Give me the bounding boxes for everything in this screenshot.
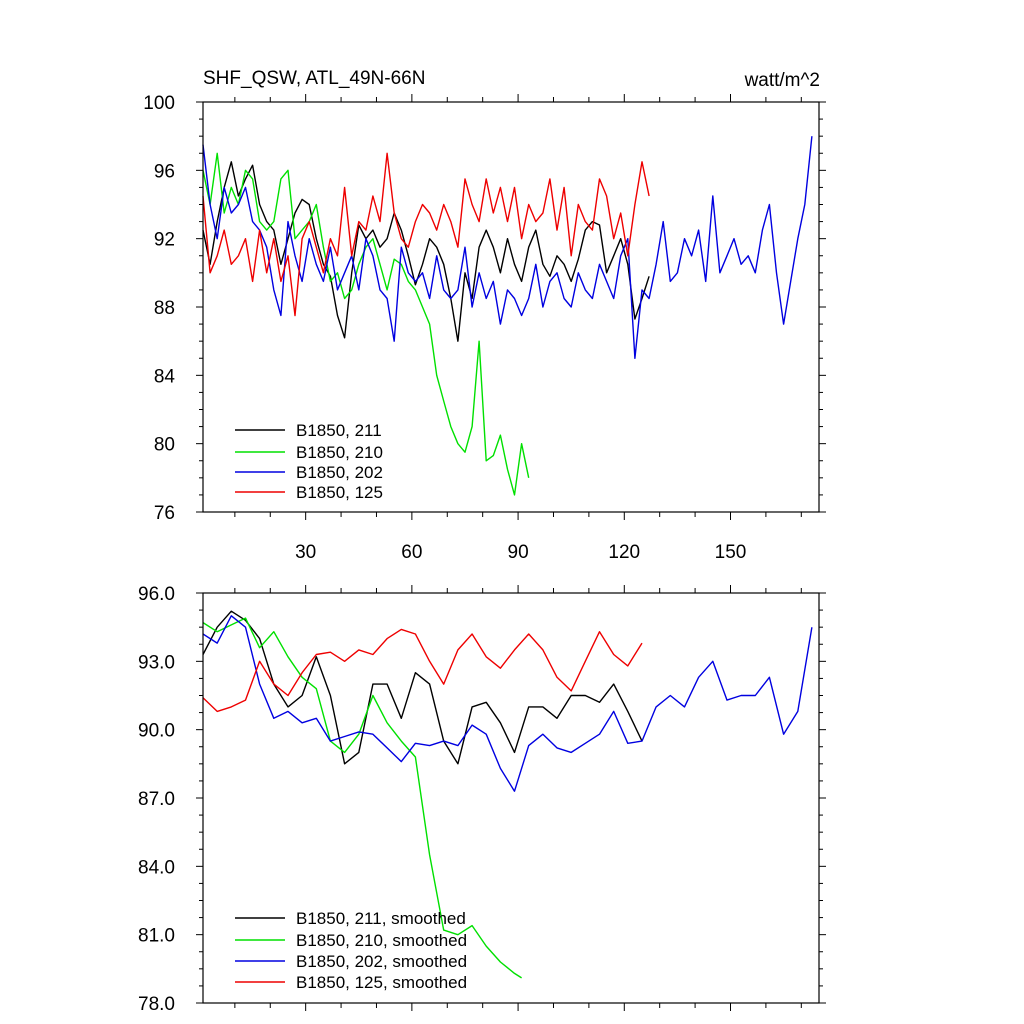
top-y-tick-label: 88: [154, 298, 175, 319]
top-y-tick-label: 76: [154, 503, 175, 524]
top-x-tick-label: 120: [608, 542, 640, 563]
top-legend: B1850, 211 B1850, 210 B1850, 202 B1850, …: [235, 421, 383, 502]
bottom-y-tick-label: 87.0: [138, 789, 175, 810]
bottom-legend-label-125: B1850, 125, smoothed: [296, 973, 467, 992]
bottom-legend-label-211: B1850, 211, smoothed: [296, 909, 466, 928]
top-series-line-b1850-202: [202, 136, 813, 359]
bottom-y-tick-label: 90.0: [138, 721, 175, 742]
top-plot-frame: [202, 101, 820, 513]
top-y-tick-label: 80: [154, 435, 175, 456]
top-title: SHF_QSW, ATL_49N-66N: [203, 68, 425, 89]
top-legend-label-202: B1850, 202: [296, 463, 383, 482]
top-legend-label-211: B1850, 211: [296, 421, 382, 440]
bottom-axis-ticks: [196, 585, 826, 1011]
bottom-panel: 78.0 81.0 84.0 87.0 90.0 93.0 96.0 B1850, 211,…: [138, 584, 826, 1015]
top-x-tick-label: 30: [295, 542, 316, 563]
top-legend-label-210: B1850, 210: [296, 443, 383, 462]
top-x-tick-label: 90: [508, 542, 529, 563]
bottom-series-line-b1850-202-smoothed: [202, 615, 813, 792]
top-y-tick-label: 92: [154, 230, 175, 251]
bottom-y-tick-label: 81.0: [138, 926, 175, 947]
bottom-legend-label-202: B1850, 202, smoothed: [296, 952, 467, 971]
top-series-line-b1850-210: [202, 152, 530, 496]
top-x-tick-labels: 30 60 90 120 150: [295, 542, 746, 563]
top-series-line-b1850-125: [202, 152, 650, 317]
bottom-legend: B1850, 211, smoothed B1850, 210, smoothe…: [235, 909, 467, 992]
bottom-y-tick-label: 93.0: [138, 652, 175, 673]
bottom-series-line-b1850-211-smoothed: [202, 610, 643, 765]
bottom-y-tick-labels: 78.0 81.0 84.0 87.0 90.0 93.0 96.0: [138, 584, 175, 1015]
top-series-line-b1850-211: [202, 161, 650, 342]
top-panel: SHF_QSW, ATL_49N-66N watt/m^2 76 80 84 88 92…: [143, 68, 826, 563]
top-legend-label-125: B1850, 125: [296, 483, 383, 502]
top-y-tick-label: 84: [154, 366, 176, 387]
top-y-tick-label: 100: [143, 93, 175, 114]
top-x-tick-label: 60: [401, 542, 422, 563]
top-y-tick-labels: 76 80 84 88 92 96 100: [143, 93, 175, 524]
top-series-lines: [202, 136, 813, 496]
top-axis-ticks: [196, 94, 826, 520]
bottom-y-tick-label: 84.0: [138, 857, 175, 878]
bottom-y-tick-label: 78.0: [138, 994, 175, 1015]
bottom-series-line-b1850-210-smoothed: [202, 617, 522, 979]
top-units: watt/m^2: [744, 70, 820, 91]
bottom-plot-frame: [202, 592, 820, 1004]
bottom-y-tick-label: 96.0: [138, 584, 175, 605]
bottom-legend-label-210: B1850, 210, smoothed: [296, 931, 467, 950]
bottom-series-lines: [202, 610, 813, 979]
bottom-series-line-b1850-125-smoothed: [202, 628, 643, 713]
top-y-tick-label: 96: [154, 161, 175, 182]
top-x-tick-label: 150: [715, 542, 747, 563]
